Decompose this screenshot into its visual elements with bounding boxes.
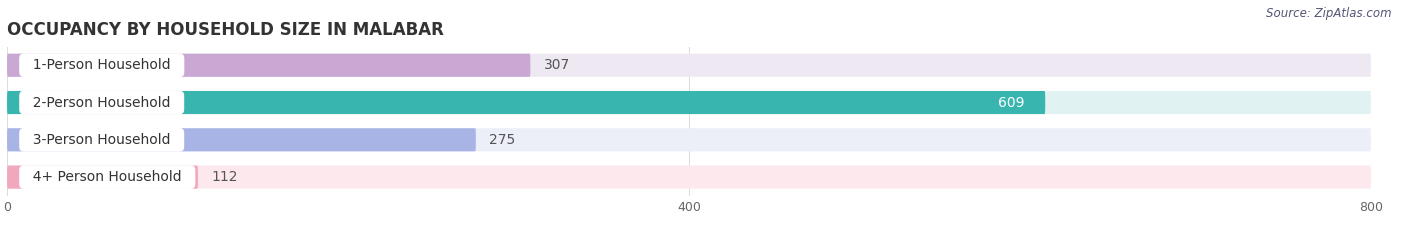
Text: 4+ Person Household: 4+ Person Household xyxy=(24,170,190,184)
FancyBboxPatch shape xyxy=(7,165,1371,189)
Text: 112: 112 xyxy=(211,170,238,184)
FancyBboxPatch shape xyxy=(7,54,530,77)
FancyBboxPatch shape xyxy=(7,128,1371,151)
Text: 3-Person Household: 3-Person Household xyxy=(24,133,180,147)
FancyBboxPatch shape xyxy=(7,54,1371,77)
FancyBboxPatch shape xyxy=(7,128,475,151)
Text: Source: ZipAtlas.com: Source: ZipAtlas.com xyxy=(1267,7,1392,20)
Text: 609: 609 xyxy=(998,96,1025,110)
FancyBboxPatch shape xyxy=(7,91,1371,114)
Text: 2-Person Household: 2-Person Household xyxy=(24,96,180,110)
Text: 307: 307 xyxy=(544,58,571,72)
FancyBboxPatch shape xyxy=(7,91,1045,114)
FancyBboxPatch shape xyxy=(7,165,198,189)
Text: 1-Person Household: 1-Person Household xyxy=(24,58,180,72)
Text: 275: 275 xyxy=(489,133,516,147)
Text: OCCUPANCY BY HOUSEHOLD SIZE IN MALABAR: OCCUPANCY BY HOUSEHOLD SIZE IN MALABAR xyxy=(7,21,444,39)
